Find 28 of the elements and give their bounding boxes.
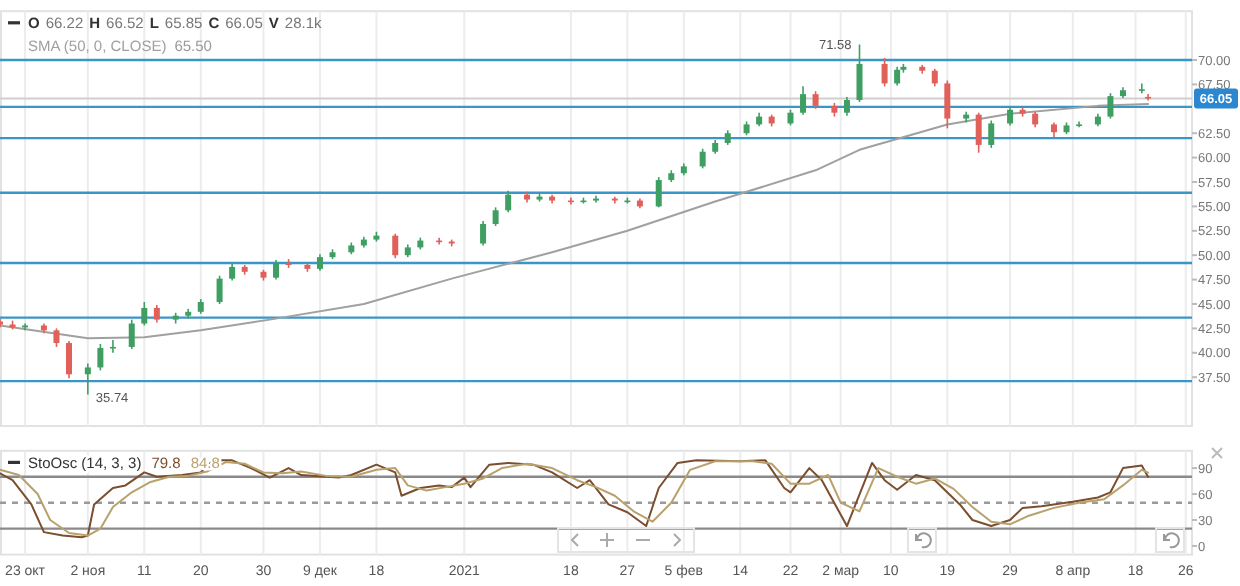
candlestick [273, 259, 280, 281]
candlestick [1138, 82, 1145, 94]
candlestick [975, 111, 982, 154]
candlestick [655, 176, 662, 209]
candlestick [856, 43, 863, 103]
candlestick [988, 119, 995, 149]
candlestick [1007, 106, 1014, 127]
candlestick [1107, 92, 1114, 120]
candlestick [128, 318, 135, 350]
candlestick [505, 189, 512, 214]
candlestick [480, 220, 487, 247]
candlestick [109, 339, 116, 354]
candlestick [392, 232, 399, 259]
candlestick [699, 148, 706, 170]
line-series [0, 102, 1150, 340]
candlestick [84, 362, 91, 396]
candlestick [141, 301, 148, 327]
candlestick [944, 79, 951, 130]
candlestick [53, 327, 60, 348]
candlestick [492, 206, 499, 227]
candlestick [894, 66, 901, 87]
candlestick [800, 85, 807, 116]
candlestick [66, 340, 73, 379]
candlestick [216, 274, 223, 305]
candlestick [843, 96, 850, 117]
candlestick [97, 343, 104, 372]
candlestick [881, 57, 888, 88]
candlestick [1145, 93, 1152, 102]
